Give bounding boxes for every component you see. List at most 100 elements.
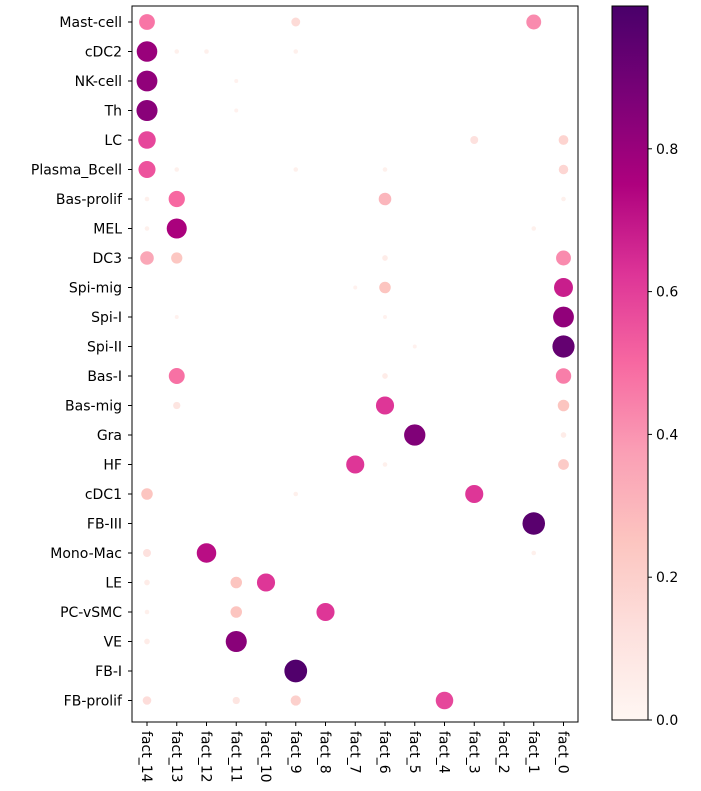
dot-dc3-fact-6 bbox=[382, 255, 388, 261]
dot-bas-i-fact-0 bbox=[555, 368, 572, 384]
dot-mono-mac-fact-1 bbox=[531, 550, 537, 556]
y-tick-label-fb-iii: FB-III bbox=[87, 517, 122, 533]
dot-bas-prolif-fact-13 bbox=[168, 190, 185, 208]
dot-cdc1-fact-14 bbox=[141, 488, 153, 500]
dot-le-fact-11 bbox=[230, 576, 242, 589]
dot-mono-mac-fact-14 bbox=[143, 549, 151, 557]
dot-fb-prolif-fact-4 bbox=[435, 691, 454, 710]
dot-le-fact-10 bbox=[256, 573, 276, 592]
dot-mast-cell-fact-14 bbox=[139, 14, 155, 30]
dot-bas-mig-fact-13 bbox=[173, 401, 181, 410]
y-tick-label-gra: Gra bbox=[97, 428, 122, 444]
x-tick-label-fact-4: fact_4 bbox=[436, 731, 452, 774]
dot-ve-fact-14 bbox=[144, 638, 150, 645]
x-tick-label-fact-8: fact_8 bbox=[317, 731, 333, 774]
dot-bas-mig-fact-6 bbox=[375, 396, 395, 415]
dot-spi-ii-fact-5 bbox=[412, 344, 417, 349]
y-tick-label-bas-i: Bas-I bbox=[87, 369, 122, 385]
y-tick-label-ve: VE bbox=[104, 635, 122, 651]
y-tick-label-fb-prolif: FB-prolif bbox=[64, 694, 123, 710]
dot-bas-prolif-fact-6 bbox=[378, 192, 392, 206]
dot-cdc2-fact-13 bbox=[174, 49, 180, 54]
y-tick-label-mono-mac: Mono-Mac bbox=[50, 546, 122, 562]
y-tick-label-th: Th bbox=[104, 104, 122, 120]
dot-pc-vsmc-fact-8 bbox=[316, 602, 335, 622]
dot-plasma-bcell-fact-0 bbox=[558, 164, 569, 175]
dot-bas-i-fact-13 bbox=[168, 368, 185, 384]
y-tick-label-dc3: DC3 bbox=[93, 251, 122, 267]
x-tick-label-fact-11: fact_11 bbox=[227, 731, 243, 783]
dot-dc3-fact-14 bbox=[140, 251, 154, 265]
dot-cdc2-fact-14 bbox=[136, 41, 158, 62]
dot-fb-i-fact-9 bbox=[284, 659, 308, 683]
dot-spi-mig-fact-7 bbox=[353, 285, 358, 290]
dot-gra-fact-0 bbox=[560, 432, 567, 438]
x-tick-label-fact-3: fact_3 bbox=[465, 731, 481, 774]
dot-hf-fact-0 bbox=[558, 459, 569, 470]
dot-fb-prolif-fact-11 bbox=[232, 696, 240, 705]
x-tick-label-fact-13: fact_13 bbox=[168, 731, 184, 783]
dot-nk-cell-fact-11 bbox=[234, 79, 239, 83]
dot-th-fact-14 bbox=[136, 99, 158, 122]
colorbar-tick-label-0-0: 0.0 bbox=[656, 713, 678, 729]
colorbar-tick-label-0-8: 0.8 bbox=[656, 142, 678, 158]
dot-mel-fact-13 bbox=[166, 218, 187, 239]
dot-dc3-fact-0 bbox=[556, 250, 571, 266]
x-tick-label-fact-12: fact_12 bbox=[198, 731, 214, 783]
x-tick-label-fact-2: fact_2 bbox=[495, 731, 511, 774]
dot-pc-vsmc-fact-14 bbox=[144, 609, 150, 615]
dot-cdc1-fact-3 bbox=[465, 484, 484, 504]
dot-spi-mig-fact-0 bbox=[554, 278, 573, 297]
x-tick-label-fact-9: fact_9 bbox=[287, 731, 303, 774]
y-tick-label-cdc2: cDC2 bbox=[85, 45, 122, 61]
dot-spi-i-fact-6 bbox=[383, 315, 387, 319]
plot-frame bbox=[131, 5, 579, 723]
y-tick-label-mel: MEL bbox=[93, 222, 122, 238]
x-tick-label-fact-0: fact_0 bbox=[555, 731, 571, 774]
x-tick-label-fact-1: fact_1 bbox=[525, 731, 541, 774]
dot-fb-iii-fact-1 bbox=[522, 512, 546, 535]
y-tick-label-hf: HF bbox=[103, 458, 122, 474]
dot-mast-cell-fact-1 bbox=[526, 14, 542, 30]
dot-le-fact-14 bbox=[144, 579, 150, 586]
dot-bas-prolif-fact-14 bbox=[144, 196, 150, 202]
dot-cdc2-fact-12 bbox=[204, 49, 209, 54]
y-tick-label-cdc1: cDC1 bbox=[85, 487, 122, 503]
dot-spi-ii-fact-0 bbox=[552, 335, 575, 358]
y-tick-label-spi-i: Spi-I bbox=[91, 310, 122, 326]
dot-mono-mac-fact-12 bbox=[196, 543, 217, 563]
x-tick-label-fact-5: fact_5 bbox=[406, 731, 422, 774]
dot-th-fact-11 bbox=[234, 108, 239, 113]
dot-bas-i-fact-6 bbox=[382, 373, 388, 379]
dot-hf-fact-7 bbox=[346, 455, 365, 474]
dot-bas-mig-fact-0 bbox=[557, 399, 570, 412]
dot-cdc2-fact-9 bbox=[293, 49, 299, 54]
y-tick-label-fb-i: FB-I bbox=[95, 664, 122, 680]
colorbar-tick-label-0-2: 0.2 bbox=[656, 570, 678, 586]
dot-fb-prolif-fact-14 bbox=[142, 696, 152, 705]
dot-cdc1-fact-9 bbox=[293, 491, 299, 497]
dot-dc3-fact-13 bbox=[171, 252, 183, 264]
y-tick-label-bas-prolif: Bas-prolif bbox=[56, 192, 123, 208]
dot-gra-fact-5 bbox=[404, 424, 426, 446]
x-tick-label-fact-7: fact_7 bbox=[346, 731, 362, 774]
y-tick-label-pc-vsmc: PC-vSMC bbox=[60, 605, 122, 621]
colorbar-tick-label-0-6: 0.6 bbox=[656, 285, 678, 301]
colorbar-tick-label-0-4: 0.4 bbox=[656, 427, 678, 443]
y-tick-label-lc: LC bbox=[104, 133, 122, 149]
y-tick-label-spi-mig: Spi-mig bbox=[69, 281, 122, 297]
x-axis: fact_14 fact_13 fact_12 fact_11 fact_10 fact_… bbox=[138, 722, 571, 783]
colorbar: 0.0 0.2 0.4 0.6 0.8 bbox=[611, 5, 678, 729]
dot-spi-mig-fact-6 bbox=[379, 281, 391, 294]
dot-lc-fact-0 bbox=[558, 135, 569, 145]
dot-mast-cell-fact-9 bbox=[291, 17, 301, 27]
dot-nk-cell-fact-14 bbox=[136, 70, 158, 92]
dot-plasma-bcell-fact-13 bbox=[174, 167, 180, 172]
x-tick-label-fact-6: fact_6 bbox=[376, 731, 392, 774]
y-tick-label-le: LE bbox=[105, 576, 122, 592]
dot-bas-prolif-fact-0 bbox=[561, 196, 566, 202]
dot-fb-prolif-fact-9 bbox=[290, 695, 301, 706]
dot-plasma-bcell-fact-6 bbox=[382, 167, 388, 172]
dot-lc-fact-3 bbox=[470, 136, 479, 144]
